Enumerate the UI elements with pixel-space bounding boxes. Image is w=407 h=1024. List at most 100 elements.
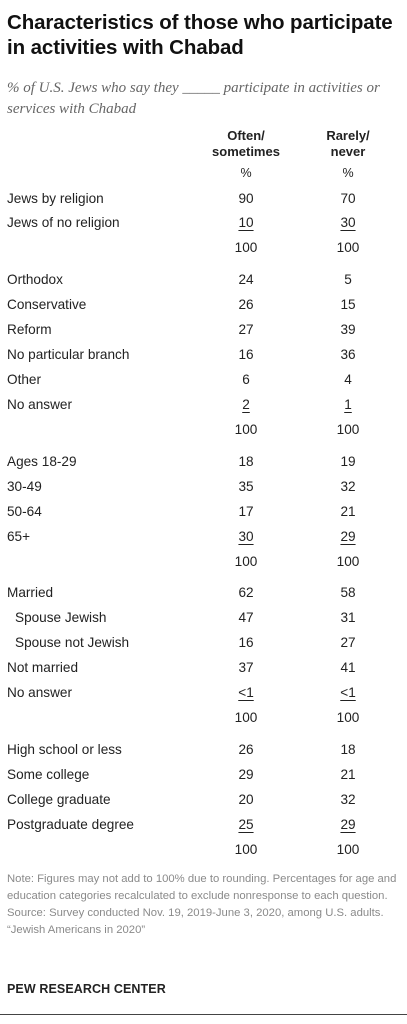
row-label: 30-49 [7,479,42,494]
value-rarely: % [315,163,381,183]
cell-value: 30 [238,529,254,544]
table-row: 100 100 [0,552,407,572]
row-label: Not married [7,660,79,675]
table-row: Reform 27 39 [0,320,407,340]
row-label: College graduate [7,792,111,807]
row-label: Conservative [7,297,87,312]
value-rarely: 32 [315,477,381,497]
table-row: Jews of no religion 10 30 [0,213,407,233]
table-row: 100 100 [0,420,407,440]
table-row: 65+ 30 29 [0,527,407,547]
bottom-divider [0,1014,407,1015]
value-rarely: 30 [315,213,381,233]
value-rarely: 100 [315,840,381,860]
table-row: No answer <1 <1 [0,683,407,703]
row-label: High school or less [7,742,122,757]
value-often: 100 [203,840,289,860]
cell-value: 58 [340,585,356,600]
value-often: 25 [203,815,289,835]
value-often: 27 [203,320,289,340]
value-rarely: 32 [315,790,381,810]
cell-value: 21 [340,767,356,782]
cell-value: 47 [238,610,254,625]
table-row: College graduate 20 32 [0,790,407,810]
table-row: Jews by religion 90 70 [0,189,407,209]
value-often: 26 [203,740,289,760]
cell-value: 29 [238,767,254,782]
value-often: 62 [203,583,289,603]
table-row: No particular branch 16 36 [0,345,407,365]
value-often: 2 [203,395,289,415]
cell-value: 100 [336,842,360,857]
row-label: Jews by religion [7,191,104,206]
cell-value: 20 [238,792,254,807]
page-title: Characteristics of those who participate… [7,11,393,59]
row-label: Postgraduate degree [7,817,134,832]
subtitle: % of U.S. Jews who say they _____ partic… [7,80,380,117]
row-label: No particular branch [7,347,130,362]
table-row: 50-64 17 21 [0,502,407,522]
row-label: 50-64 [7,504,42,519]
table-row: Ages 18-29 18 19 [0,452,407,472]
table-row: Some college 29 21 [0,765,407,785]
cell-value: 27 [238,322,254,337]
cell-value: 27 [340,635,356,650]
cell-value: 41 [340,660,356,675]
cell-value: 10 [238,215,254,230]
cell-value: 16 [238,635,254,650]
value-rarely: 19 [315,452,381,472]
value-often: 37 [203,658,289,678]
value-rarely: 39 [315,320,381,340]
table-row: 100 100 [0,840,407,860]
value-often: 100 [203,708,289,728]
cell-value: 21 [340,504,356,519]
value-rarely: 29 [315,815,381,835]
value-rarely: 100 [315,238,381,258]
cell-value: 36 [340,347,356,362]
value-often: 26 [203,295,289,315]
value-often: % [203,163,289,183]
note-text: Note: Figures may not add to 100% due to… [7,873,397,902]
cell-value: 18 [238,454,254,469]
cell-value: % [342,166,354,180]
cell-value: 19 [340,454,356,469]
cell-value: <1 [340,685,356,700]
value-often: 30 [203,527,289,547]
column-header-often-line1: Often/ [227,128,265,143]
value-rarely: 29 [315,527,381,547]
cell-value: 30 [340,215,356,230]
cell-value: 100 [234,240,258,255]
value-rarely: 5 [315,270,381,290]
row-label: Spouse Jewish [15,610,107,625]
value-often: 100 [203,552,289,572]
source-text: Source: Survey conducted Nov. 19, 2019-J… [7,907,384,919]
cell-value: 100 [234,842,258,857]
table-row: 100 100 [0,708,407,728]
cell-value: 100 [336,710,360,725]
row-label: No answer [7,685,72,700]
cell-value: 26 [238,297,254,312]
value-rarely: 4 [315,370,381,390]
cell-value: 6 [242,372,250,387]
brand-logo-text: PEW RESEARCH CENTER [7,982,166,996]
table-row: Married 62 58 [0,583,407,603]
value-rarely: 21 [315,502,381,522]
column-header-rarely-line1: Rarely/ [326,128,370,143]
cell-value: 31 [340,610,356,625]
cell-value: 5 [344,272,352,287]
value-often: 35 [203,477,289,497]
cell-value: <1 [238,685,254,700]
table-row: Other 6 4 [0,370,407,390]
cell-value: 29 [340,817,356,832]
row-label: 65+ [7,529,31,544]
cell-value: 100 [336,554,360,569]
value-often: 6 [203,370,289,390]
value-often: 90 [203,189,289,209]
cell-value: 100 [234,554,258,569]
report-title: “Jewish Americans in 2020” [7,924,146,936]
value-rarely: 31 [315,608,381,628]
table-row: Conservative 26 15 [0,295,407,315]
value-rarely: 58 [315,583,381,603]
value-often: 47 [203,608,289,628]
cell-value: 35 [238,479,254,494]
